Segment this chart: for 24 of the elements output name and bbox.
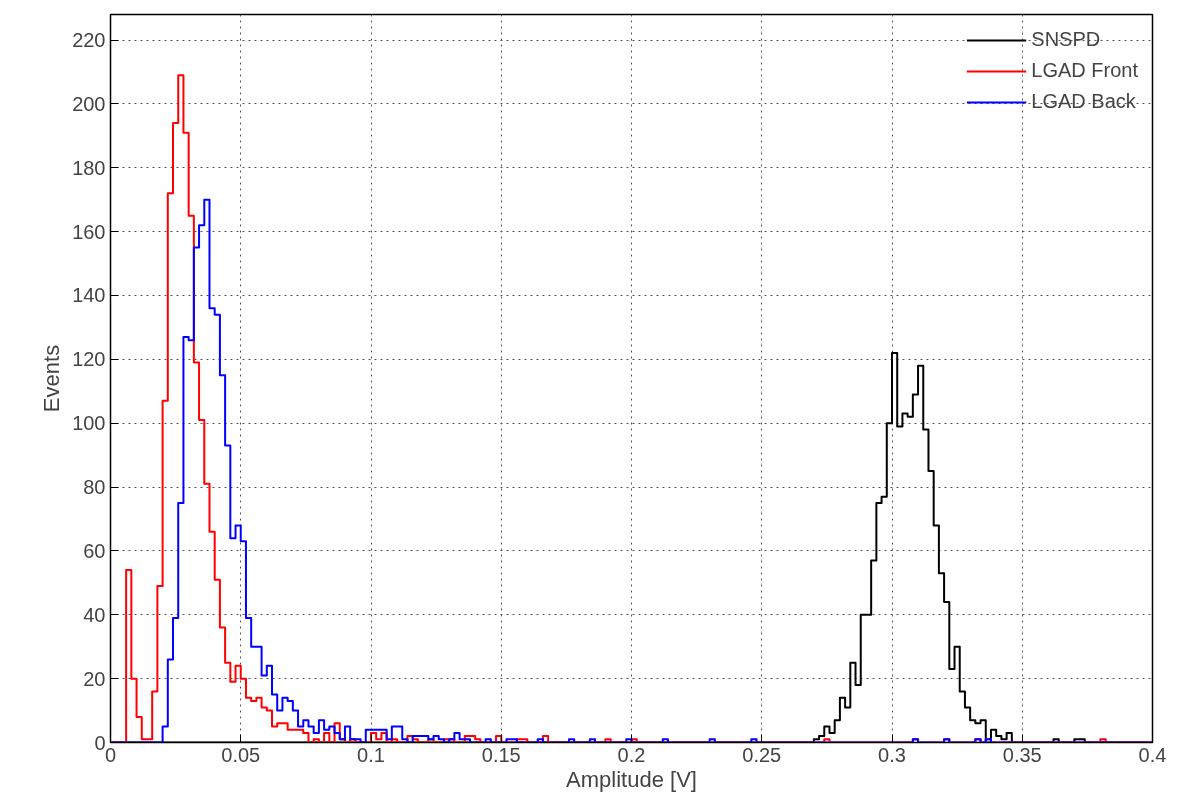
x-tick-label: 0.15: [481, 743, 521, 766]
y-tick-label: 100: [72, 412, 106, 435]
y-tick-label: 60: [83, 539, 106, 562]
y-tick-label: 40: [83, 603, 106, 626]
y-tick-label: 140: [72, 284, 106, 307]
legend-label: LGAD Front: [1031, 59, 1138, 82]
x-tick-label: 0.4: [1138, 743, 1167, 766]
y-axis-title: Events: [39, 344, 65, 413]
y-tick-label: 160: [72, 220, 106, 243]
y-tick-label: 220: [72, 29, 106, 52]
y-tick-label: 20: [83, 667, 106, 690]
y-tick-label: 120: [72, 348, 106, 371]
x-tick-label: 0.3: [878, 743, 906, 766]
x-tick-label: 0.05: [221, 743, 261, 766]
x-axis-title: Amplitude [V]: [566, 766, 697, 792]
y-tick-label: 80: [83, 476, 106, 499]
y-tick-label: 180: [72, 156, 106, 179]
legend-label: SNSPD: [1031, 28, 1101, 51]
legend-label: LGAD Back: [1031, 90, 1136, 113]
x-tick-label: 0.2: [617, 743, 646, 766]
x-tick-label: 0.1: [357, 743, 385, 766]
y-tick-label: 200: [72, 92, 106, 115]
x-tick-label: 0.35: [1002, 743, 1042, 766]
x-tick-label: 0.25: [742, 743, 782, 766]
